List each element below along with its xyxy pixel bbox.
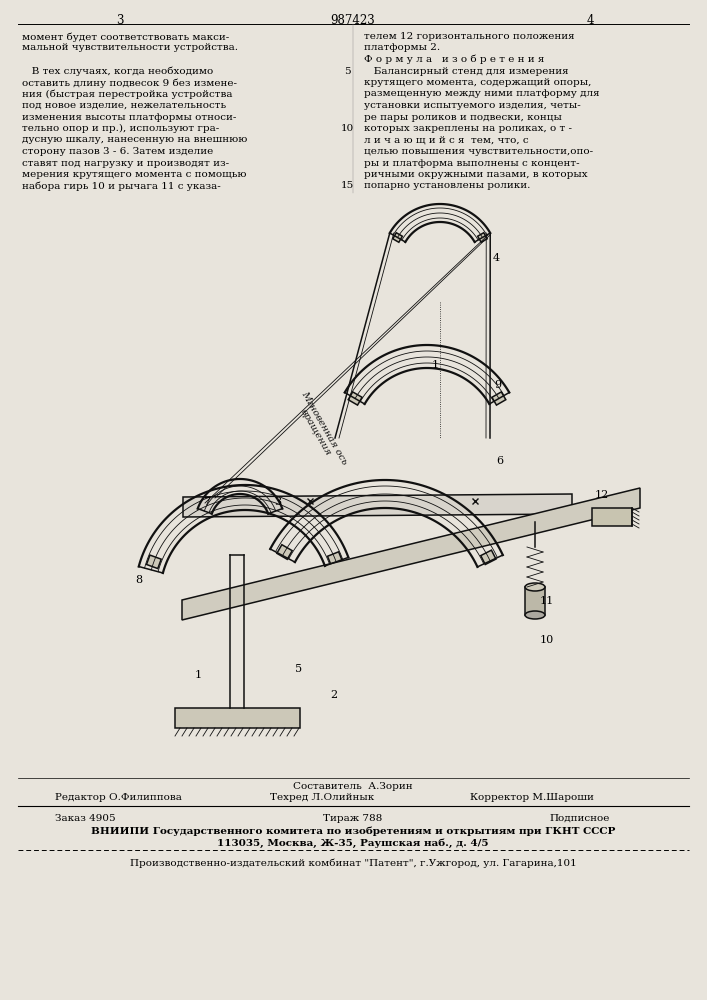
Text: 1: 1	[432, 360, 439, 370]
Text: попарно установлены ролики.: попарно установлены ролики.	[364, 182, 530, 190]
Text: 4: 4	[493, 253, 500, 263]
Polygon shape	[175, 708, 300, 728]
Text: 5: 5	[295, 664, 302, 674]
Text: телем 12 горизонтального положения: телем 12 горизонтального положения	[364, 32, 575, 41]
Text: ставят под нагрузку и производят из-: ставят под нагрузку и производят из-	[22, 158, 229, 167]
Text: 12: 12	[595, 490, 609, 500]
Text: Корректор М.Шароши: Корректор М.Шароши	[470, 793, 594, 802]
Text: 5: 5	[344, 66, 350, 76]
Text: изменения высоты платформы относи-: изменения высоты платформы относи-	[22, 112, 236, 121]
Text: 11: 11	[540, 596, 554, 606]
Text: ры и платформа выполнены с концент-: ры и платформа выполнены с концент-	[364, 158, 580, 167]
Text: Ф о р м у л а   и з о б р е т е н и я: Ф о р м у л а и з о б р е т е н и я	[364, 55, 544, 64]
Text: 7: 7	[203, 497, 210, 507]
Text: 9: 9	[494, 380, 501, 390]
Text: 1: 1	[195, 670, 202, 680]
Text: момент будет соответствовать макси-: момент будет соответствовать макси-	[22, 32, 229, 41]
Text: Тираж 788: Тираж 788	[323, 814, 382, 823]
Polygon shape	[525, 587, 545, 615]
Text: сторону пазов 3 - 6. Затем изделие: сторону пазов 3 - 6. Затем изделие	[22, 147, 214, 156]
Text: В тех случаях, когда необходимо: В тех случаях, когда необходимо	[22, 66, 214, 76]
Polygon shape	[478, 233, 487, 242]
Text: под новое изделие, нежелательность: под новое изделие, нежелательность	[22, 101, 226, 110]
Text: 987423: 987423	[331, 14, 375, 27]
Text: Заказ 4905: Заказ 4905	[55, 814, 116, 823]
Text: целью повышения чувствительности,опо-: целью повышения чувствительности,опо-	[364, 147, 593, 156]
Text: ричными окружными пазами, в которых: ричными окружными пазами, в которых	[364, 170, 588, 179]
Text: 6: 6	[496, 456, 503, 466]
Text: которых закреплены на роликах, о т -: которых закреплены на роликах, о т -	[364, 124, 572, 133]
Polygon shape	[348, 392, 362, 405]
Text: ВНИИПИ Государственного комитета по изобретениям и открытиям при ГКНТ СССР: ВНИИПИ Государственного комитета по изоб…	[90, 826, 615, 836]
Text: 3: 3	[274, 497, 281, 507]
Text: Составитель  А.Зорин: Составитель А.Зорин	[293, 782, 413, 791]
Polygon shape	[277, 545, 292, 559]
Text: набора гирь 10 и рычага 11 с указа-: набора гирь 10 и рычага 11 с указа-	[22, 182, 221, 191]
Text: крутящего момента, содержащий опоры,: крутящего момента, содержащий опоры,	[364, 78, 591, 87]
Text: установки испытуемого изделия, четы-: установки испытуемого изделия, четы-	[364, 101, 580, 110]
Polygon shape	[393, 233, 402, 242]
Text: ре пары роликов и подвески, концы: ре пары роликов и подвески, концы	[364, 112, 562, 121]
Text: дусную шкалу, нанесенную на внешнюю: дусную шкалу, нанесенную на внешнюю	[22, 135, 247, 144]
Polygon shape	[182, 488, 640, 620]
Ellipse shape	[525, 583, 545, 591]
Text: оставить длину подвесок 9 без измене-: оставить длину подвесок 9 без измене-	[22, 78, 237, 88]
Text: Балансирный стенд для измерения: Балансирный стенд для измерения	[364, 66, 568, 76]
Text: ния (быстрая перестройка устройства: ния (быстрая перестройка устройства	[22, 90, 233, 99]
Polygon shape	[146, 555, 161, 569]
Polygon shape	[327, 552, 342, 566]
Text: 3: 3	[116, 14, 124, 27]
Text: 4: 4	[586, 14, 594, 27]
Text: Техред Л.Олийнык: Техред Л.Олийнык	[270, 793, 374, 802]
Text: 15: 15	[340, 182, 354, 190]
Text: мерения крутящего момента с помощью: мерения крутящего момента с помощью	[22, 170, 247, 179]
Text: 10: 10	[540, 635, 554, 645]
Polygon shape	[492, 392, 506, 405]
Text: Мгновенная ось
вращения: Мгновенная ось вращения	[291, 389, 349, 471]
Text: 8: 8	[135, 575, 142, 585]
Polygon shape	[592, 508, 632, 526]
Text: 2: 2	[330, 690, 337, 700]
Text: Производственно-издательский комбинат "Патент", г.Ужгород, ул. Гагарина,101: Производственно-издательский комбинат "П…	[129, 859, 576, 868]
Text: л и ч а ю щ и й с я  тем, что, с: л и ч а ю щ и й с я тем, что, с	[364, 135, 529, 144]
Text: 10: 10	[340, 124, 354, 133]
Polygon shape	[183, 494, 572, 517]
Text: мальной чувствительности устройства.: мальной чувствительности устройства.	[22, 43, 238, 52]
Text: Редактор О.Филиппова: Редактор О.Филиппова	[55, 793, 182, 802]
Text: платформы 2.: платформы 2.	[364, 43, 440, 52]
Polygon shape	[481, 550, 496, 565]
Text: 113035, Москва, Ж-35, Раушская наб., д. 4/5: 113035, Москва, Ж-35, Раушская наб., д. …	[217, 838, 489, 848]
Ellipse shape	[525, 611, 545, 619]
Text: тельно опор и пр.), используют гра-: тельно опор и пр.), используют гра-	[22, 124, 219, 133]
Text: Подписное: Подписное	[550, 814, 610, 823]
Text: размещенную между ними платформу для: размещенную между ними платформу для	[364, 90, 600, 99]
